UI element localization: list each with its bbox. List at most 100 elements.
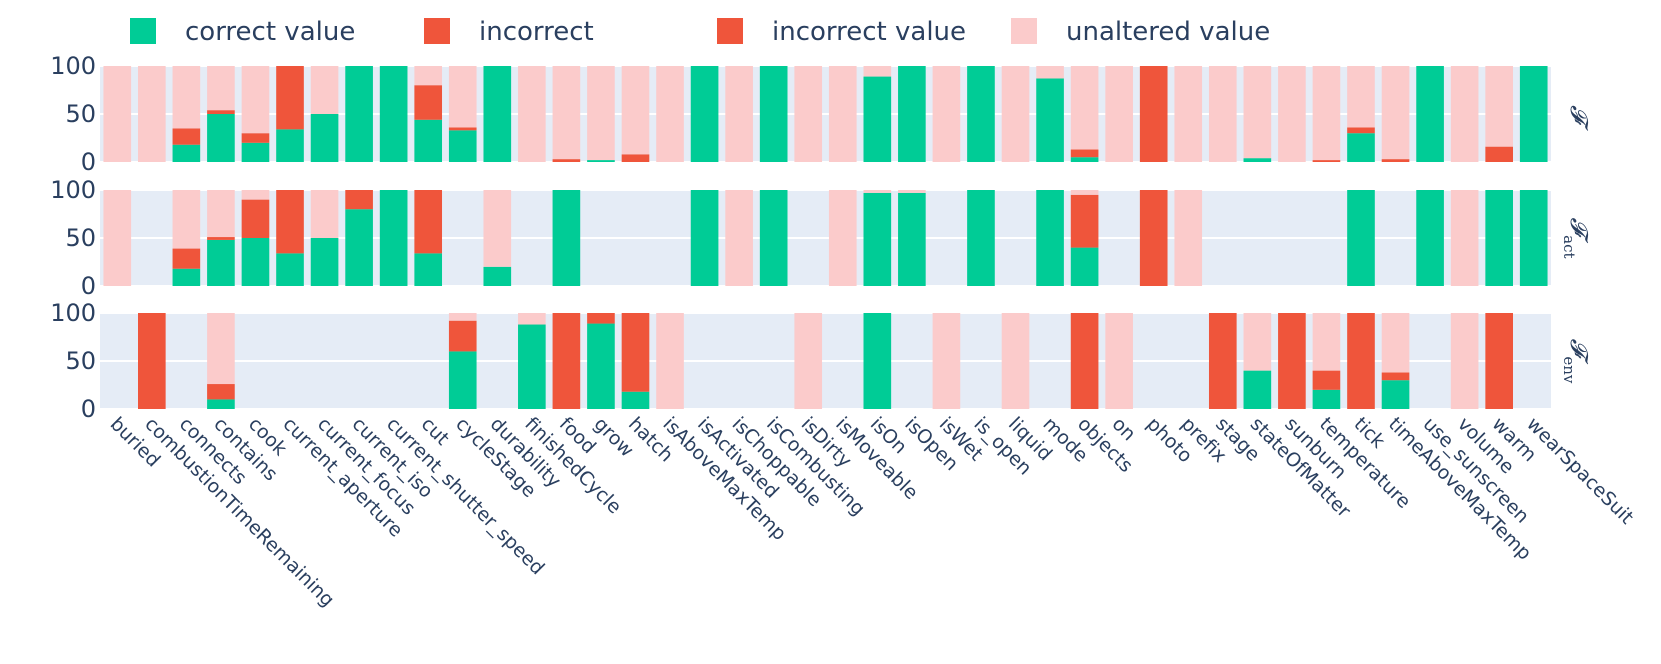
bar-1-current_aperture-incorrect [276, 66, 304, 130]
panel-3: 0 50 100 𝓕env [50, 299, 1593, 423]
bar-1-isDirty-unaltered [794, 66, 823, 162]
x-axis-labels: buriedcombustionTimeRemainingconnectscon… [106, 413, 1638, 611]
legend-swatch-incorrect_value [717, 18, 743, 44]
bar-1-wearSpaceSuit-correct [1519, 66, 1548, 162]
row-label-sub: act [1560, 235, 1578, 258]
bar-1-hatch-unaltered [621, 66, 650, 155]
bar-3-cycleStage-correct [448, 351, 477, 409]
y-tick-label: 100 [50, 299, 96, 327]
x-tick-label-grow: grow [589, 413, 638, 462]
bar-3-isWet-unaltered [932, 313, 961, 409]
bar-3-tick-incorrect [1347, 313, 1375, 409]
bar-2-isChoppable-unaltered [725, 190, 753, 286]
bar-1-warm-unaltered [1485, 66, 1513, 147]
bar-1-contains-unaltered [207, 66, 235, 111]
y-tick-label: 50 [65, 347, 96, 375]
bar-1-current_shutter_speed-correct [379, 66, 408, 162]
bar-1-connects-correct [172, 144, 201, 162]
legend-label-correct: correct value [185, 17, 355, 47]
bar-1-sunburn-unaltered [1278, 66, 1306, 162]
row-label-3: 𝓕env [1560, 339, 1593, 384]
y-tick-label: 0 [81, 395, 96, 423]
bar-2-contains-unaltered [207, 190, 235, 238]
bar-2-isOpen-unaltered [898, 190, 926, 193]
bar-2-objects-incorrect [1070, 194, 1099, 248]
bar-3-hatch-correct [621, 391, 650, 409]
bar-1-stage-unaltered [1208, 66, 1237, 162]
bar-2-connects-incorrect [172, 248, 201, 269]
bar-1-cut-correct [414, 119, 443, 162]
bar-3-temperature-unaltered [1312, 313, 1341, 371]
bar-3-hatch-incorrect [621, 313, 650, 392]
bar-1-timeAboveMaxTemp-incorrect [1381, 159, 1410, 162]
bar-2-isOn-unaltered [863, 190, 892, 193]
x-tick-label-wearSpaceSuit: wearSpaceSuit [1522, 413, 1638, 529]
bar-2-is_open-correct [967, 190, 995, 286]
bar-2-prefix-unaltered [1174, 190, 1203, 286]
bar-1-prefix-unaltered [1174, 66, 1203, 162]
y-tick-label: 100 [50, 176, 96, 204]
bar-2-photo-incorrect [1139, 190, 1168, 286]
bar-1-cook-unaltered [241, 66, 270, 134]
legend-swatch-incorrect [424, 18, 450, 44]
bar-2-cook-correct [241, 238, 270, 286]
bar-2-objects-unaltered [1070, 190, 1099, 195]
bar-1-current_aperture-correct [276, 129, 304, 162]
bar-1-objects-unaltered [1070, 66, 1099, 150]
row-label-2: 𝓕act [1560, 217, 1593, 258]
bar-3-timeAboveMaxTemp-incorrect [1381, 372, 1410, 381]
bar-1-durability-correct [483, 66, 512, 162]
chart-panels: 0 50 100 𝓕 0 50 100 𝓕act 0 50 100 𝓕env [50, 52, 1593, 423]
bar-2-cook-incorrect [241, 199, 270, 238]
bar-1-is_open-correct [967, 66, 995, 162]
bar-3-isAboveMaxTemp-unaltered [656, 313, 684, 409]
bar-3-sunburn-incorrect [1278, 313, 1306, 409]
bar-2-current_iso-incorrect [345, 190, 373, 210]
bar-3-food-incorrect [552, 313, 581, 409]
bar-1-objects-correct [1070, 157, 1099, 162]
bar-1-buried-unaltered [103, 66, 132, 162]
legend: correct value incorrect incorrect value una… [130, 17, 1270, 47]
y-tick-label: 50 [65, 224, 96, 252]
bar-1-temperature-incorrect [1312, 160, 1341, 162]
bar-1-isOn-unaltered [863, 66, 892, 77]
bar-1-stateOfMatter-correct [1243, 158, 1272, 162]
row-label-main: 𝓕 [1565, 105, 1593, 131]
bar-3-grow-incorrect [587, 313, 615, 324]
bar-1-connects-unaltered [172, 66, 201, 129]
bar-1-tick-unaltered [1347, 66, 1375, 128]
bar-3-volume-unaltered [1450, 313, 1479, 409]
bar-3-timeAboveMaxTemp-correct [1381, 380, 1410, 409]
bar-3-finishedCycle-unaltered [518, 313, 546, 325]
bar-1-use_sunscreen-correct [1416, 66, 1444, 162]
bar-1-current_iso-correct [345, 66, 373, 162]
bar-2-cut-correct [414, 253, 443, 286]
row-label-1: 𝓕 [1565, 105, 1593, 131]
bar-1-current_focus-unaltered [310, 66, 339, 114]
legend-label-incorrect: incorrect [479, 17, 594, 47]
bar-1-objects-incorrect [1070, 149, 1099, 158]
bar-3-finishedCycle-correct [518, 324, 546, 409]
bar-2-current_iso-correct [345, 209, 373, 286]
bar-3-isOn-correct [863, 313, 892, 409]
bar-2-contains-incorrect [207, 237, 235, 240]
bar-2-current_aperture-correct [276, 253, 304, 286]
bar-2-wearSpaceSuit-correct [1519, 190, 1548, 286]
bar-1-temperature-unaltered [1312, 66, 1341, 161]
bar-1-current_focus-correct [310, 114, 339, 162]
bar-2-cut-incorrect [414, 190, 443, 254]
bar-3-objects-incorrect [1070, 313, 1099, 409]
bar-1-hatch-incorrect [621, 154, 650, 162]
bar-1-combustionTimeRemaining-unaltered [138, 66, 166, 162]
bar-2-isCombusting-correct [759, 190, 788, 286]
legend-swatch-unaltered [1011, 18, 1037, 44]
legend-swatch-correct [130, 18, 156, 44]
bar-3-contains-incorrect [207, 384, 235, 400]
bar-1-cycleStage-unaltered [448, 66, 477, 128]
bar-3-stateOfMatter-correct [1243, 370, 1272, 409]
bar-1-warm-incorrect [1485, 146, 1513, 162]
bar-1-photo-incorrect [1139, 66, 1168, 162]
bar-3-stateOfMatter-unaltered [1243, 313, 1272, 371]
bar-1-isChoppable-unaltered [725, 66, 753, 162]
